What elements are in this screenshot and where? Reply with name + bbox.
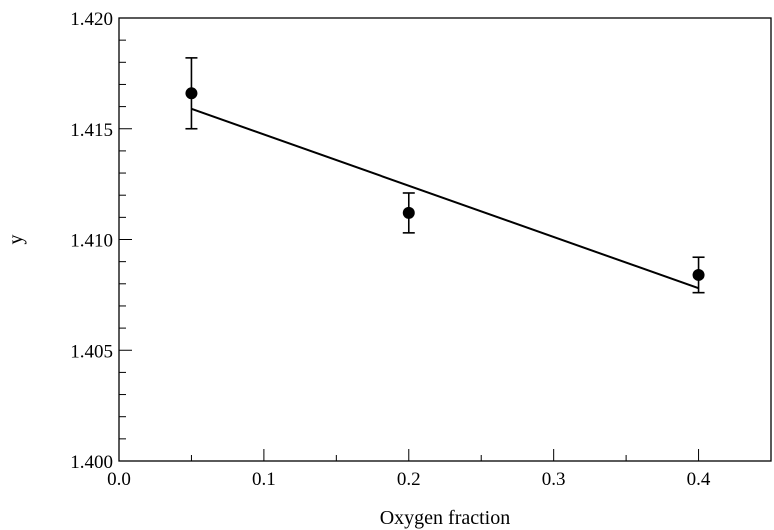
tick-labels: 0.0 0.1 0.2 0.3 0.4 1.400 1.405 1.410 1.415 1.420 [70, 9, 711, 490]
y-tick-label: 1.410 [70, 231, 113, 252]
plot-axes [118, 17, 772, 462]
data-point [692, 268, 705, 281]
y-axis-label: y [5, 235, 27, 245]
x-tick-label: 0.0 [107, 469, 131, 490]
x-tick-label: 0.2 [397, 469, 421, 490]
fit-line [191, 107, 699, 290]
y-tick-label: 1.400 [70, 452, 113, 473]
y-tick-label: 1.420 [70, 9, 113, 30]
major-ticks [118, 17, 700, 462]
data-point [185, 87, 198, 100]
x-tick-label: 0.4 [687, 469, 711, 490]
y-tick-label: 1.415 [70, 120, 113, 141]
minor-ticks [119, 39, 772, 461]
x-tick-label: 0.3 [542, 469, 566, 490]
y-tick-label: 1.405 [70, 341, 113, 362]
x-axis-label: Oxygen fraction [380, 507, 511, 529]
plot-frame [118, 17, 772, 462]
data-point [402, 206, 415, 219]
x-tick-label: 0.1 [252, 469, 276, 490]
data-marks [185, 57, 705, 294]
